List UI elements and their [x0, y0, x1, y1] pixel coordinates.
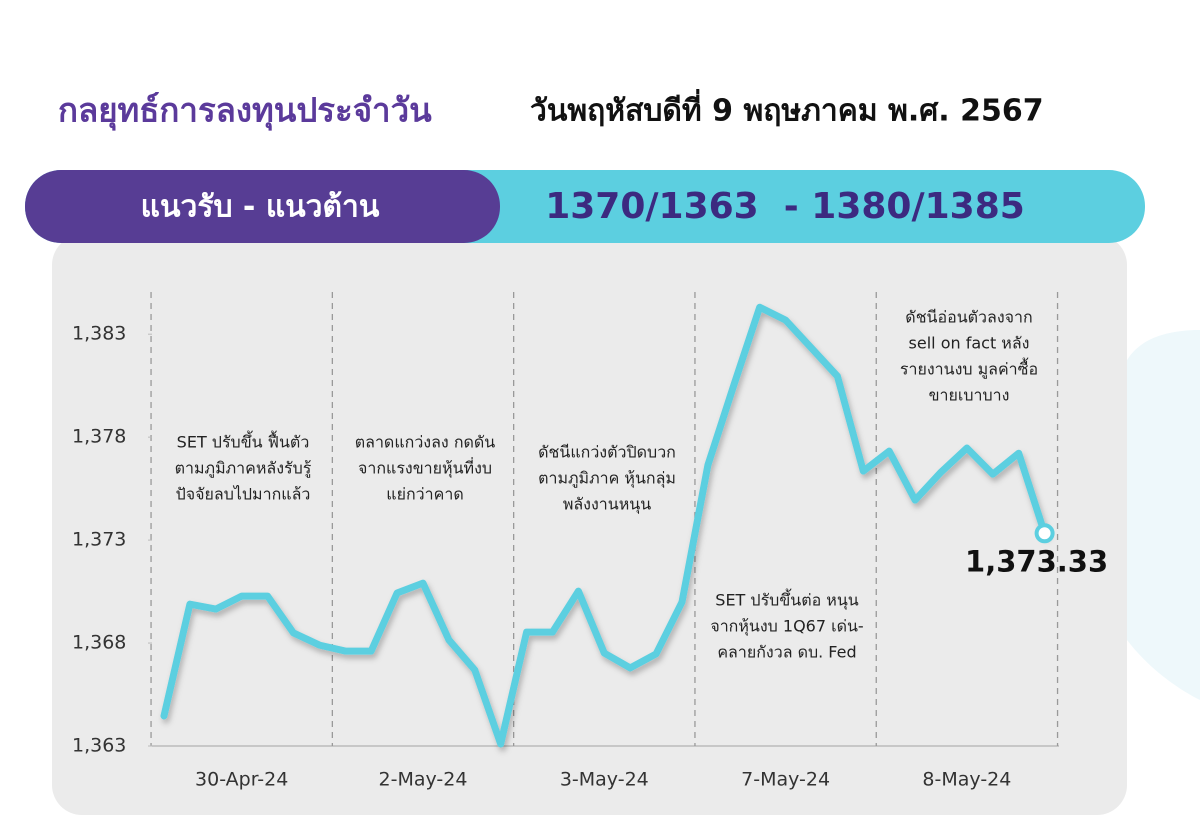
- annotation: ดัชนีอ่อนตัวลงจาก: [905, 308, 1032, 327]
- annotation: แย่กว่าคาด: [386, 485, 463, 504]
- point: [1034, 523, 1055, 544]
- page-title: กลยุทธ์การลงทุนประจำวัน: [58, 91, 432, 132]
- decor: [1119, 330, 1200, 700]
- value-label: 1,373.33: [965, 544, 1108, 578]
- y-tick-label: 1,378: [72, 426, 126, 448]
- banner-value: 1370/1363 - 1380/1385: [545, 186, 1025, 227]
- line: [160, 303, 1049, 748]
- y-tick-label: 1,363: [72, 735, 126, 757]
- plot: 1,363 1,368 1,373 1,378 1,383 30-Apr-24 2-May-…: [72, 292, 1108, 791]
- annotation: sell on fact หลัง: [909, 334, 1030, 353]
- y-tick-label: 1,373: [72, 529, 126, 551]
- annotation: SET ปรับขึ้น ฟื้นตัว: [177, 431, 310, 452]
- annotation: คลายกังวล ดบ. Fed: [717, 643, 856, 662]
- annotation: ปัจจัยลบไปมากแล้ว: [176, 485, 311, 504]
- annotation: ดัชนีแกว่งตัวปิดบวก: [538, 443, 676, 462]
- annotation: พลังงานหนุน: [563, 495, 651, 515]
- x-tick-label: 30-Apr-24: [195, 769, 288, 791]
- annotation: ขายเบาบาง: [929, 386, 1010, 405]
- x-tick-label: 3-May-24: [560, 769, 649, 791]
- annotation: จากหุ้นงบ 1Q67 เด่น-: [710, 617, 863, 637]
- y-tick-label: 1,383: [72, 323, 126, 345]
- banner-label-bg: [25, 170, 500, 243]
- annotation: ตามภูมิภาค หุ้นกลุ่ม: [538, 469, 676, 489]
- annotation: รายงานงบ มูลค่าซื้อ: [900, 358, 1038, 380]
- x-tick-label: 2-May-24: [379, 769, 468, 791]
- annotation: จากแรงขายหุ้นที่งบ: [358, 457, 492, 479]
- banner-label: แนวรับ - แนวต้าน: [141, 190, 380, 225]
- x-tick-label: 7-May-24: [741, 769, 830, 791]
- date: วันพฤหัสบดีที่ 9 พฤษภาคม พ.ศ. 2567: [530, 89, 1044, 129]
- y-tick-label: 1,368: [72, 632, 126, 654]
- chart-panel: [52, 235, 1127, 815]
- annotation: SET ปรับขึ้นต่อ หนุน: [715, 589, 858, 611]
- annotation: ตามภูมิภาคหลังรับรู้: [175, 459, 312, 479]
- x-tick-label: 8-May-24: [922, 769, 1011, 791]
- annotation: ตลาดแกว่งลง กดดัน: [355, 433, 496, 452]
